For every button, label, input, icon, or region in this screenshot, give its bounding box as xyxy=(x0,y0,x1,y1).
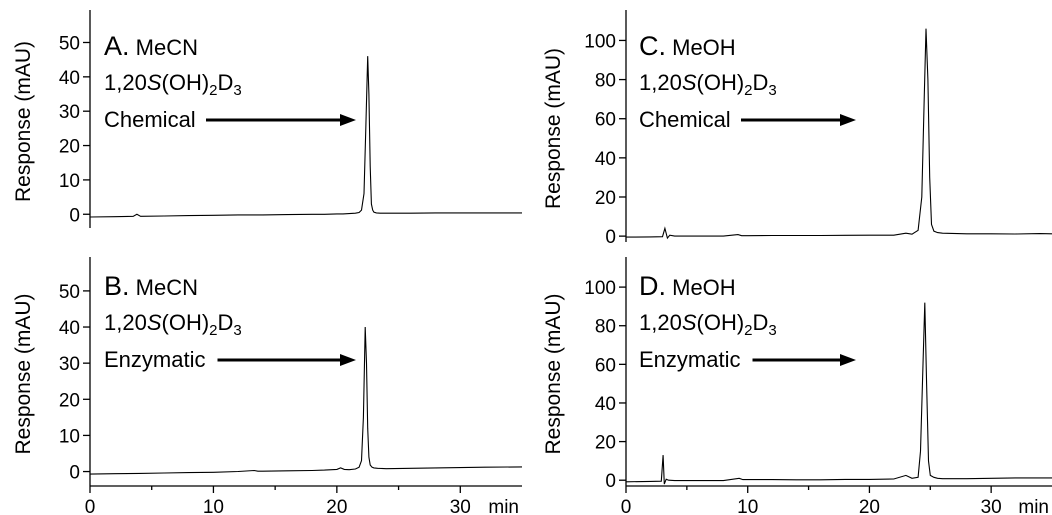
compound-subscript: 2 xyxy=(209,322,217,339)
compound-subscript: 2 xyxy=(209,82,217,99)
x-axis-unit: min xyxy=(488,497,519,515)
y-tick-label: 40 xyxy=(59,68,80,89)
y-tick-label: 100 xyxy=(584,31,616,52)
y-tick-label: 10 xyxy=(59,171,80,192)
y-tick-label: 0 xyxy=(605,227,616,248)
x-tick-label: 20 xyxy=(326,497,347,515)
y-tick-label: 80 xyxy=(595,71,616,92)
x-tick-label: 30 xyxy=(981,497,1002,515)
compound-d: D xyxy=(218,70,234,95)
peak-arrow-head xyxy=(840,354,856,366)
compound-stereo: S xyxy=(682,70,697,95)
panel-solvent: MeOH xyxy=(672,35,736,60)
panel-c: 0 20 40 60 80 100 Response (mAU) C. MeOH 1,20S(O… xyxy=(542,10,1052,248)
panel-solvent: MeCN xyxy=(136,275,198,300)
panel-letter: D. xyxy=(639,271,666,301)
compound-stereo: S xyxy=(147,70,162,95)
panel-label: B. MeCN xyxy=(104,271,198,301)
x-tick-label: 20 xyxy=(859,497,880,515)
y-tick-label: 0 xyxy=(69,205,80,226)
y-tick-label: 80 xyxy=(595,317,616,338)
x-tick-label: 10 xyxy=(203,497,224,515)
panel-label: C. MeOH xyxy=(639,31,736,61)
chromatogram-trace xyxy=(89,326,523,475)
x-axis-unit: min xyxy=(1018,497,1049,515)
peak-arrow-head xyxy=(840,114,856,126)
y-tick-label: 60 xyxy=(595,355,616,376)
x-tick-label: 0 xyxy=(621,497,632,515)
compound-subscript: 2 xyxy=(744,322,752,339)
x-tick-label: 10 xyxy=(737,497,758,515)
y-tick-label: 30 xyxy=(59,102,80,123)
compound-name: 1,20S(OH)2D3 xyxy=(639,310,777,339)
y-axis-title: Response (mAU) xyxy=(542,293,565,454)
synthesis-method: Chemical xyxy=(104,107,196,132)
compound-base: 1,20 xyxy=(639,70,682,95)
compound-subscript: 3 xyxy=(233,322,241,339)
compound-mid: (OH) xyxy=(162,310,210,335)
compound-d: D xyxy=(753,70,769,95)
panel-d: 0 20 40 60 80 100 Response (mAU) 0 10 20 30 min D. M… xyxy=(542,257,1052,515)
panel-solvent: MeCN xyxy=(136,35,198,60)
panel-a: 0 10 20 30 40 50 Response (mAU) A. MeCN 1,20S(OH… xyxy=(12,10,522,228)
y-tick-label: 20 xyxy=(595,433,616,454)
compound-base: 1,20 xyxy=(639,310,682,335)
y-tick-label: 40 xyxy=(595,149,616,170)
compound-mid: (OH) xyxy=(162,70,210,95)
compound-base: 1,20 xyxy=(104,310,147,335)
synthesis-method: Enzymatic xyxy=(104,347,205,372)
synthesis-method: Chemical xyxy=(639,107,731,132)
y-tick-label: 50 xyxy=(59,33,80,54)
chromatogram-trace xyxy=(625,28,1052,240)
chromatogram-trace xyxy=(89,56,522,218)
x-tick-label: 0 xyxy=(85,497,96,515)
peak-arrow-head xyxy=(340,114,356,126)
y-tick-label: 0 xyxy=(605,471,616,492)
compound-mid: (OH) xyxy=(697,310,745,335)
y-tick-label: 20 xyxy=(59,390,80,411)
y-tick-label: 100 xyxy=(584,278,616,299)
panel-b: 0 10 20 30 40 50 Response (mAU) 0 10 20 30 min B. Me… xyxy=(12,257,523,515)
panel-label: D. MeOH xyxy=(639,271,736,301)
chromatogram-trace xyxy=(625,302,1052,485)
panel-letter: B. xyxy=(104,271,130,301)
y-tick-label: 30 xyxy=(59,354,80,375)
compound-subscript: 3 xyxy=(768,322,776,339)
y-tick-label: 40 xyxy=(59,318,80,339)
y-tick-label: 0 xyxy=(69,463,80,484)
compound-subscript: 3 xyxy=(768,82,776,99)
y-tick-label: 40 xyxy=(595,394,616,415)
y-tick-label: 60 xyxy=(595,110,616,131)
panel-label: A. MeCN xyxy=(104,31,198,61)
panel-letter: C. xyxy=(639,31,666,61)
compound-name: 1,20S(OH)2D3 xyxy=(104,310,242,339)
compound-base: 1,20 xyxy=(104,70,147,95)
y-tick-label: 20 xyxy=(595,188,616,209)
compound-stereo: S xyxy=(682,310,697,335)
compound-name: 1,20S(OH)2D3 xyxy=(639,70,777,99)
compound-subscript: 2 xyxy=(744,82,752,99)
compound-mid: (OH) xyxy=(697,70,745,95)
y-tick-label: 10 xyxy=(59,426,80,447)
y-tick-label: 50 xyxy=(59,282,80,303)
compound-d: D xyxy=(753,310,769,335)
synthesis-method: Enzymatic xyxy=(639,347,740,372)
y-tick-label: 20 xyxy=(59,137,80,158)
x-tick-label: 30 xyxy=(450,497,471,515)
compound-stereo: S xyxy=(147,310,162,335)
panel-letter: A. xyxy=(104,31,130,61)
y-axis-title: Response (mAU) xyxy=(12,293,35,454)
peak-arrow-head xyxy=(340,354,356,366)
compound-d: D xyxy=(218,310,234,335)
y-axis-title: Response (mAU) xyxy=(12,41,35,202)
compound-subscript: 3 xyxy=(233,82,241,99)
panel-solvent: MeOH xyxy=(672,275,736,300)
compound-name: 1,20S(OH)2D3 xyxy=(104,70,242,99)
y-axis-title: Response (mAU) xyxy=(542,48,565,209)
